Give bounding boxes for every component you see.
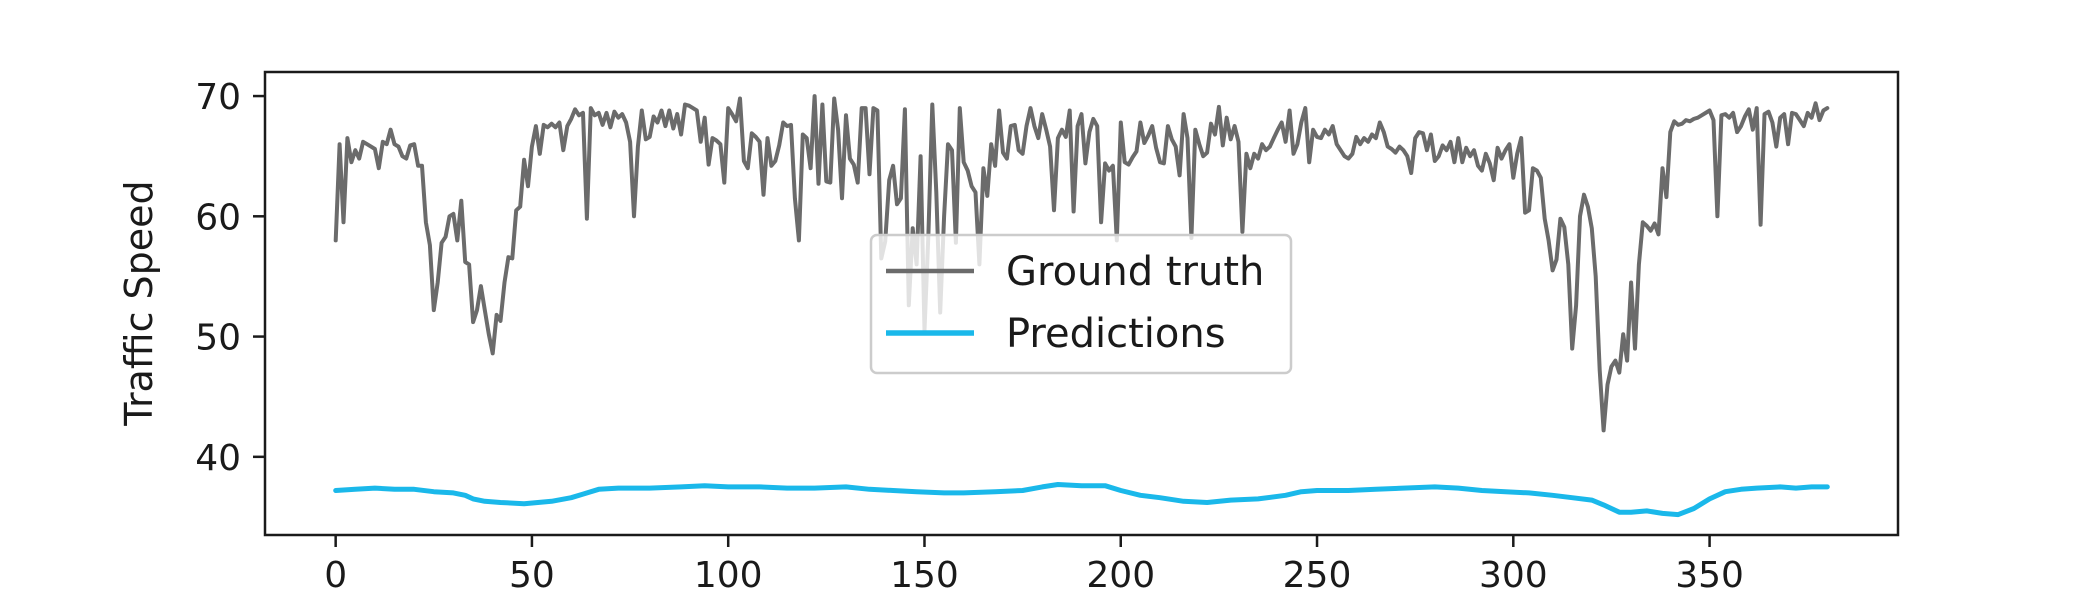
y-tick-label: 70 [195, 77, 241, 118]
x-tick-label: 200 [1086, 555, 1155, 596]
y-tick-label: 50 [195, 318, 241, 359]
x-tick-label: 100 [694, 555, 763, 596]
x-tick-label: 300 [1479, 555, 1548, 596]
legend-box [869, 233, 1293, 375]
x-tick-label: 250 [1283, 555, 1352, 596]
y-tick-label: 60 [195, 197, 241, 238]
legend-label-ground-truth: Ground truth [1006, 249, 1264, 295]
y-axis-label: Traffic Speed [117, 180, 161, 426]
x-tick-label: 150 [890, 555, 959, 596]
series-line-ground-truth [333, 94, 1830, 433]
series-line-predictions [333, 482, 1830, 518]
x-tick-label: 50 [509, 555, 555, 596]
x-tick-label: 350 [1675, 555, 1744, 596]
plot-frame [263, 70, 1900, 537]
x-tick-label: 0 [324, 555, 347, 596]
y-tick-label: 40 [195, 438, 241, 479]
legend-label-predictions: Predictions [1006, 311, 1226, 357]
